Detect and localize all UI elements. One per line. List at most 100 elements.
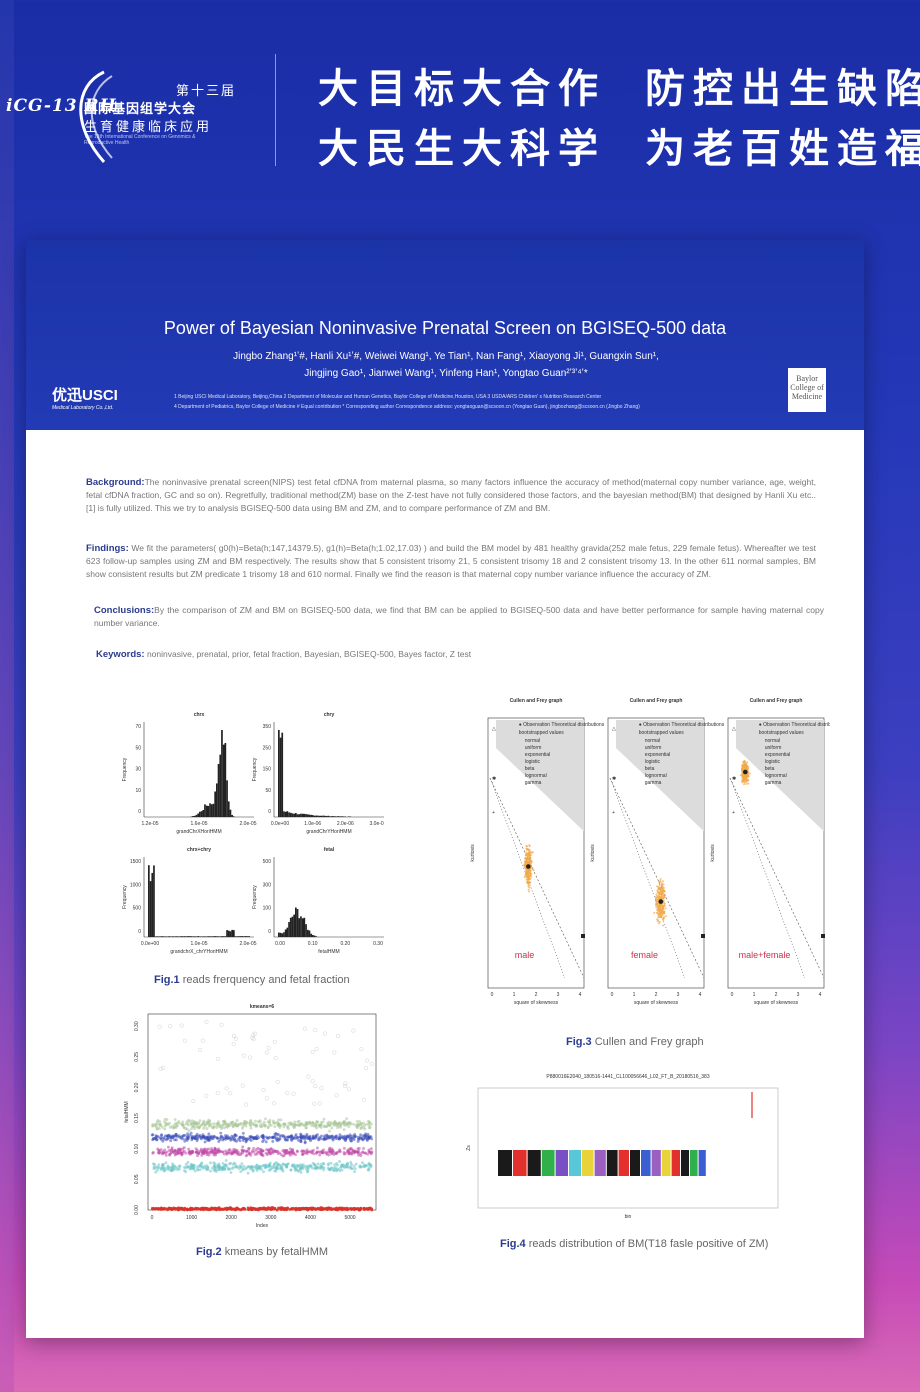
fig2-point — [185, 1127, 189, 1131]
fig2-point — [190, 1163, 194, 1167]
fig2-point — [351, 1028, 356, 1033]
fig3-bootstrap-point — [746, 765, 749, 768]
fig2-point — [157, 1024, 162, 1029]
fig1-panel-title: chrx+chry — [187, 847, 211, 853]
fig2-point — [162, 1169, 166, 1173]
fig2-point — [217, 1168, 221, 1172]
fig3-bootstrap-point — [526, 873, 529, 876]
background-text: The noninvasive prenatal screen(NIPS) te… — [86, 477, 816, 513]
fig1-hist-bar — [159, 936, 162, 937]
fig3-bootstrap-point — [525, 856, 528, 859]
fig2-point — [363, 1066, 368, 1071]
fig1-svg: chrx 1.2e-05 1.6e-05 2.0e-05 0 10 30 50 70 grandC… — [122, 712, 387, 955]
fig2-point — [247, 1165, 251, 1169]
fig3-legend-item: beta — [765, 766, 775, 772]
fig2-point — [286, 1124, 290, 1128]
fig2-point — [356, 1139, 360, 1143]
fig3-x-tick: 3 — [677, 992, 680, 998]
fig2-point — [335, 1163, 339, 1167]
fig1-hist-bar — [337, 816, 340, 817]
fig1-x-tick: 0.20 — [340, 941, 350, 947]
fig2-point — [327, 1153, 331, 1157]
fig1-hist-bar — [296, 909, 299, 937]
fig2-point — [314, 1134, 318, 1138]
fig1-hist-bar — [296, 814, 299, 817]
fig3-bootstrap-point — [654, 896, 657, 899]
fig1-hist-bar — [182, 936, 184, 937]
fig1-hist-bar — [286, 927, 289, 937]
fig2-point — [231, 1120, 235, 1124]
fig1-hist-bar — [219, 754, 222, 817]
fig2-point — [286, 1135, 290, 1139]
fig2-point — [351, 1122, 355, 1126]
fig2-point — [315, 1126, 319, 1130]
fig1-hist-bar — [295, 812, 297, 817]
fig2-point — [234, 1122, 238, 1126]
fig2-point — [293, 1123, 297, 1127]
fig1-hist-bar — [176, 936, 179, 937]
fig2-point — [259, 1147, 263, 1151]
fig1-hist-bar — [306, 929, 309, 937]
fig2-point — [311, 1134, 315, 1138]
fig2-point — [224, 1149, 228, 1153]
fig2-point — [182, 1125, 186, 1129]
swoosh-icon — [79, 70, 113, 163]
fig1-hist-bar — [207, 936, 210, 937]
fig3-bootstrap-point — [745, 782, 748, 785]
fig1-hist-bar — [153, 865, 155, 937]
fig2-point — [163, 1148, 167, 1152]
fig1-caption-text: reads frerquency and fetal fraction — [179, 974, 350, 986]
fig2-point — [348, 1133, 352, 1137]
fig2-point — [274, 1131, 278, 1135]
fig3-bootstrap-point — [662, 924, 665, 927]
research-poster: Power of Bayesian Noninvasive Prenatal S… — [26, 240, 864, 1338]
fig2-point — [202, 1148, 206, 1152]
fig2-point — [260, 1206, 264, 1210]
fig4-chromosome-band — [690, 1150, 698, 1176]
fig2-x-tick: 5000 — [344, 1215, 355, 1221]
fig2-point — [260, 1122, 264, 1126]
fig1-y-tick: 50 — [265, 788, 271, 794]
fig3-bootstrap-point — [527, 885, 530, 888]
fig2-point — [302, 1026, 307, 1031]
fig1-hist-bar — [149, 881, 152, 937]
fig3-bootstrap-point — [746, 761, 749, 764]
fig2-point — [207, 1132, 211, 1136]
fig3-bootstrap-point — [659, 890, 662, 893]
fig2-point — [305, 1167, 309, 1171]
fig2-point — [264, 1050, 269, 1055]
fig2-point — [250, 1035, 255, 1040]
fig3-observation-point — [658, 899, 664, 904]
fig2-point — [364, 1151, 368, 1155]
fig2-point — [198, 1133, 202, 1137]
fig1-x-tick: 2.0e-06 — [337, 821, 354, 827]
fig2-point — [322, 1117, 326, 1121]
fig3-legend-obs: ● Observation Theoretical distributions — [519, 722, 605, 728]
fig3-legend-item: uniform — [765, 745, 782, 751]
fig2-point — [193, 1169, 197, 1173]
fig2-point — [163, 1127, 167, 1131]
fig3-bootstrap-point — [528, 845, 531, 848]
fig1-hist-bar — [204, 804, 206, 817]
fig3-bootstrap-point — [659, 915, 662, 918]
fig3-bootstrap-point — [658, 887, 661, 890]
fig1-hist-bar — [219, 936, 222, 937]
fig3-bootstrap-point — [661, 885, 664, 888]
fig4-y-label: Zs — [466, 1145, 472, 1151]
fig2-point — [350, 1136, 354, 1140]
fig2-point — [288, 1153, 292, 1157]
fig2-point — [240, 1162, 244, 1166]
fig1-y-label: Frequency — [252, 885, 258, 909]
fig2-point — [370, 1137, 374, 1141]
fig2-point — [197, 1126, 201, 1130]
fig1-hist-bar — [301, 918, 304, 937]
fig2-point — [161, 1065, 166, 1070]
fig2-point — [211, 1149, 215, 1153]
fig1-hist-bar — [233, 816, 235, 817]
fig3-bootstrap-point — [744, 766, 747, 769]
fig2-point — [328, 1129, 332, 1133]
fig1-x-tick: 1.6e-05 — [191, 821, 208, 827]
fig1-hist-bar — [293, 813, 295, 817]
fig2-point — [156, 1166, 160, 1170]
fig2-point — [283, 1207, 287, 1211]
